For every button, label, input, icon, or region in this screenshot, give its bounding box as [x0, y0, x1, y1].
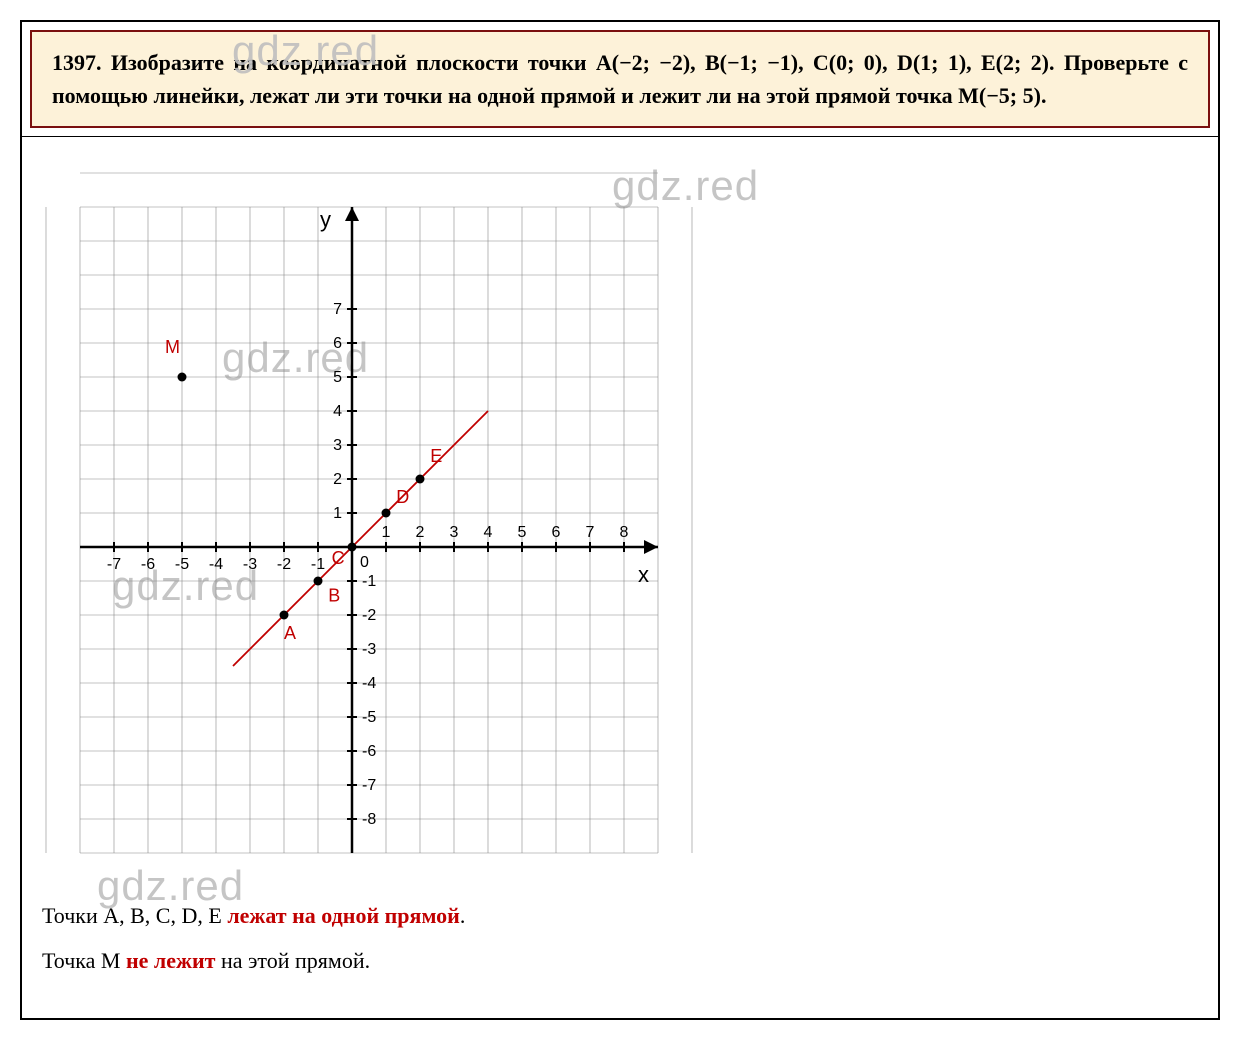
svg-text:2: 2 [416, 524, 425, 541]
svg-text:-2: -2 [362, 607, 376, 624]
svg-text:M: M [165, 337, 180, 357]
answer1-post: . [460, 903, 466, 928]
svg-text:-2: -2 [277, 556, 291, 573]
svg-text:7: 7 [333, 301, 342, 318]
answer1-highlight: лежат на одной прямой [227, 903, 460, 928]
page-container: gdz.red gdz.red gdz.red gdz.red gdz.red … [20, 20, 1220, 1020]
svg-text:A: A [284, 623, 296, 643]
svg-text:-5: -5 [175, 556, 189, 573]
svg-text:-3: -3 [243, 556, 257, 573]
svg-text:3: 3 [333, 437, 342, 454]
svg-text:1: 1 [382, 524, 391, 541]
svg-text:D: D [396, 487, 409, 507]
svg-text:6: 6 [333, 335, 342, 352]
svg-text:-7: -7 [107, 556, 121, 573]
svg-text:-3: -3 [362, 641, 376, 658]
svg-text:4: 4 [484, 524, 493, 541]
svg-text:4: 4 [333, 403, 342, 420]
solution-area: 1 2 3 4 5 6 7 8 -7 -6 -5 -4 -3 -2 -1 1 2 3 4 5 6 7 -1 -2 -3 -4 -5 -… [22, 136, 1218, 1018]
svg-text:-6: -6 [362, 743, 376, 760]
answer-line-1: Точки A, B, C, D, E лежат на одной прямо… [42, 897, 1198, 934]
svg-text:2: 2 [333, 471, 342, 488]
svg-text:0: 0 [360, 554, 369, 571]
svg-text:-4: -4 [209, 556, 223, 573]
svg-text:C: C [332, 548, 345, 568]
svg-text:-5: -5 [362, 709, 376, 726]
svg-text:8: 8 [620, 524, 629, 541]
svg-text:y: y [320, 207, 331, 232]
problem-statement-box: 1397. Изобразите на координатной плоскос… [30, 30, 1210, 128]
svg-text:6: 6 [552, 524, 561, 541]
svg-text:-8: -8 [362, 811, 376, 828]
svg-text:E: E [430, 446, 442, 466]
svg-text:B: B [328, 585, 340, 605]
svg-text:x: x [638, 562, 649, 587]
answer1-pre: Точки A, B, C, D, E [42, 903, 227, 928]
problem-text: 1397. Изобразите на координатной плоскос… [52, 46, 1188, 112]
answer-line-2: Точка M не лежит на этой прямой. [42, 942, 1198, 979]
svg-text:3: 3 [450, 524, 459, 541]
svg-text:7: 7 [586, 524, 595, 541]
coordinate-plane-chart: 1 2 3 4 5 6 7 8 -7 -6 -5 -4 -3 -2 -1 1 2 3 4 5 6 7 -1 -2 -3 -4 -5 -… [42, 157, 1198, 877]
answer2-post: на этой прямой. [215, 948, 370, 973]
svg-text:-7: -7 [362, 777, 376, 794]
svg-text:5: 5 [518, 524, 527, 541]
svg-text:5: 5 [333, 369, 342, 386]
svg-text:-1: -1 [311, 556, 325, 573]
problem-body: Изобразите на координатной плоскости точ… [52, 50, 1188, 108]
chart-svg: 1 2 3 4 5 6 7 8 -7 -6 -5 -4 -3 -2 -1 1 2 3 4 5 6 7 -1 -2 -3 -4 -5 -… [42, 157, 702, 877]
svg-text:-6: -6 [141, 556, 155, 573]
answer2-pre: Точка M [42, 948, 126, 973]
svg-text:-4: -4 [362, 675, 376, 692]
svg-text:1: 1 [333, 505, 342, 522]
svg-text:-1: -1 [362, 573, 376, 590]
problem-number: 1397. [52, 50, 102, 75]
answer2-highlight: не лежит [126, 948, 215, 973]
